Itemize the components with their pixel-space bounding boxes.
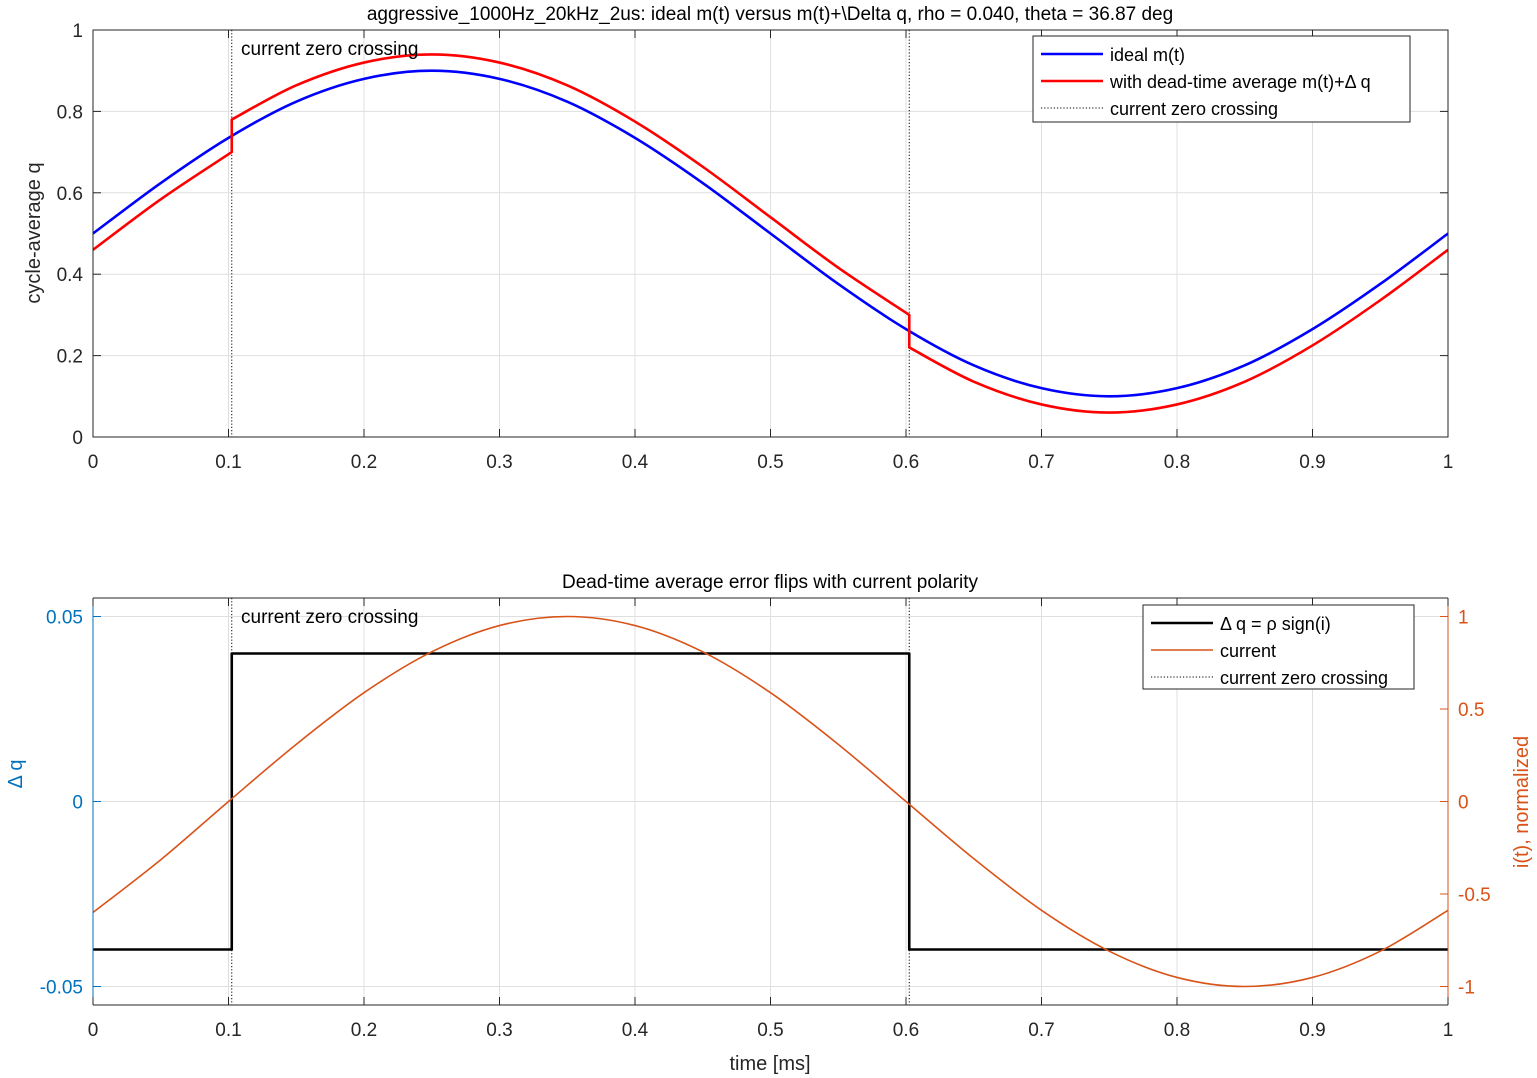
x-tick-label: 0.1 [215,1020,241,1041]
x-tick-label: 0.7 [1028,452,1054,473]
y-tick-label: 0.2 [57,347,83,368]
y-tick-label: 1 [72,21,83,42]
top-y-axis-label: cycle-average q [23,162,45,303]
x-tick-label: 0.7 [1028,1020,1054,1041]
x-tick-label: 0.8 [1164,1020,1190,1041]
bottom-zero-crossing-annotation: current zero crossing [241,607,418,628]
x-tick-label: 0.9 [1299,452,1325,473]
y-tick-label: 0.8 [57,102,83,123]
legend-label: ideal m(t) [1110,45,1185,65]
y-tick-label: -0.05 [40,978,83,999]
bottom-series [92,615,1449,988]
series-line-1 [92,69,1449,398]
y-tick-label: 0 [72,428,83,449]
legend-label: with dead-time average m(t)+Δ q [1109,72,1371,92]
y-tick-label: 0.05 [46,608,83,629]
series-line-1 [93,652,1448,951]
top-zero-crossings [231,30,910,437]
right-y-tick-label: -0.5 [1458,885,1491,906]
top-chart: 0 0.1 0.2 0.3 0.4 0.5 0.6 0.7 0.8 0.9 1 0 0.2 0.4 0.6 0… [23,4,1453,473]
x-tick-label: 0.6 [893,1020,919,1041]
y-tick-label: 0 [72,793,83,814]
bottom-x-axis-label: time [ms] [729,1053,810,1075]
bottom-left-y-axis-label: Δ q [5,760,27,789]
x-tick-label: 0.6 [893,452,919,473]
right-y-tick-label: -1 [1458,978,1475,999]
bottom-legend: Δ q = ρ sign(i) current current zero cross… [1142,604,1415,690]
x-tick-label: 0.3 [486,1020,512,1041]
legend-label: current zero crossing [1220,668,1388,688]
legend-label: current zero crossing [1110,99,1278,119]
x-tick-label: 0.8 [1164,452,1190,473]
x-tick-label: 0.3 [486,452,512,473]
legend-box [1142,604,1415,690]
x-tick-label: 0.2 [351,452,377,473]
top-ticks: 0 0.1 0.2 0.3 0.4 0.5 0.6 0.7 0.8 0.9 1 0 0.2 0.4 0.6 0… [57,21,1454,473]
right-y-tick-label: 0.5 [1458,700,1484,721]
x-tick-label: 0 [88,1020,99,1041]
x-tick-label: 0.5 [757,1020,783,1041]
bottom-ticks: 0 0.1 0.2 0.3 0.4 0.5 0.6 0.7 0.8 0.9 1-0.0500.05-… [40,598,1491,1041]
y-tick-label: 0.4 [57,265,84,286]
series-line-2 [92,615,1449,988]
x-tick-label: 0.4 [622,452,649,473]
x-tick-label: 0.1 [215,452,241,473]
right-y-tick-label: 0 [1458,793,1469,814]
legend-label: current [1220,641,1276,661]
x-tick-label: 0 [88,452,99,473]
x-tick-label: 0.2 [351,1020,377,1041]
right-y-tick-label: 1 [1458,608,1469,629]
top-legend: ideal m(t) with dead-time average m(t)+Δ … [1032,35,1411,123]
x-tick-label: 0.5 [757,452,783,473]
x-tick-label: 1 [1443,1020,1454,1041]
top-chart-title: aggressive_1000Hz_20kHz_2us: ideal m(t) … [367,4,1173,25]
bottom-chart-title: Dead-time average error flips with curre… [562,572,979,593]
bottom-right-y-axis-label: i(t), normalized [1511,736,1533,868]
top-series [92,53,1449,414]
top-zero-crossing-annotation: current zero crossing [241,39,418,60]
bottom-chart: 0 0.1 0.2 0.3 0.4 0.5 0.6 0.7 0.8 0.9 1-0.0500.05-… [5,572,1533,1075]
legend-label: Δ q = ρ sign(i) [1220,614,1331,634]
x-tick-label: 1 [1443,452,1454,473]
series-line-2 [92,53,1449,414]
x-tick-label: 0.9 [1299,1020,1325,1041]
x-tick-label: 0.4 [622,1020,649,1041]
y-tick-label: 0.6 [57,184,83,205]
